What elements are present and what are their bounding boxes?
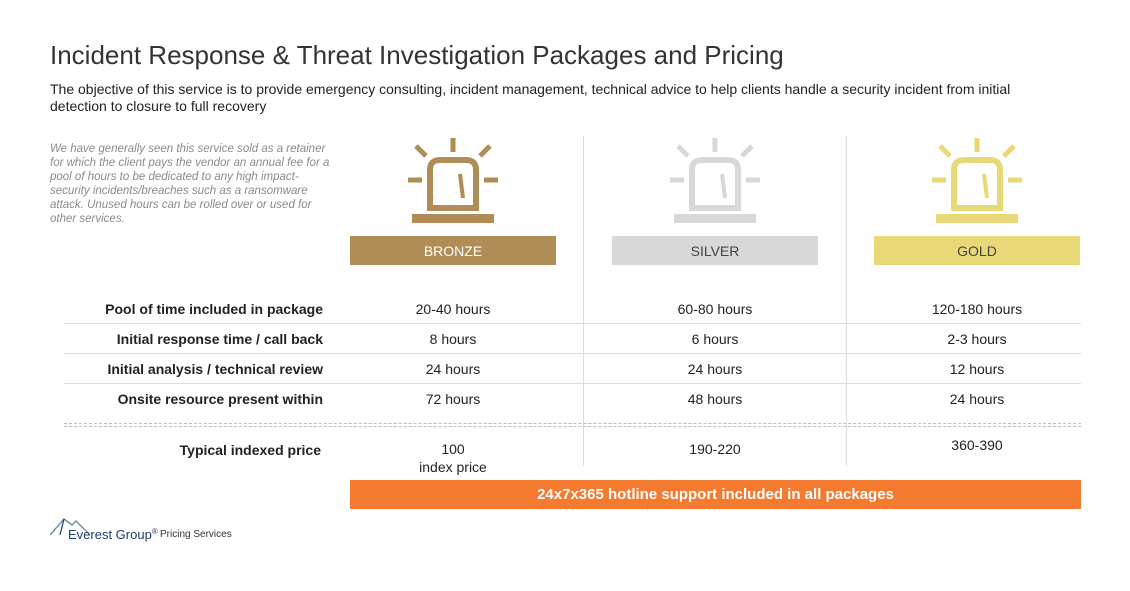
bronze-value: 20-40 hours bbox=[415, 301, 491, 317]
gold-value: 120-180 hours bbox=[931, 301, 1023, 317]
alarm-light-icon bbox=[670, 138, 760, 223]
tier-bronze-header: BRONZE bbox=[350, 236, 556, 265]
gold-value: 12 hours bbox=[949, 361, 1005, 377]
table-row: Pool of time included in package 20-40 h… bbox=[64, 293, 1081, 323]
row-divider bbox=[64, 353, 1081, 354]
row-divider bbox=[64, 383, 1081, 384]
page-title: Incident Response & Threat Investigation… bbox=[50, 40, 784, 70]
row-divider bbox=[64, 323, 1081, 324]
price-divider bbox=[64, 423, 1081, 427]
gold-value: 24 hours bbox=[949, 391, 1005, 407]
price-label: Typical indexed price bbox=[179, 442, 321, 458]
gold-price: 360-390 bbox=[951, 437, 1003, 453]
silver-value: 48 hours bbox=[687, 391, 743, 407]
table-row: Onsite resource present within 72 hours … bbox=[64, 383, 1081, 413]
silver-value: 60-80 hours bbox=[677, 301, 753, 317]
column-divider bbox=[583, 136, 584, 466]
silver-price: 190-220 bbox=[689, 441, 741, 457]
bronze-value: 24 hours bbox=[425, 361, 481, 377]
page-subtitle: The objective of this service is to prov… bbox=[50, 81, 1011, 114]
everest-logo-icon bbox=[50, 517, 90, 536]
bronze-price-unit: index price bbox=[419, 459, 487, 475]
side-note: We have generally seen this service sold… bbox=[50, 143, 330, 225]
hotline-banner: 24x7x365 hotline support included in all… bbox=[350, 480, 1081, 509]
row-label: Pool of time included in package bbox=[105, 301, 323, 317]
bronze-value: 72 hours bbox=[425, 391, 481, 407]
alarm-light-icon bbox=[932, 138, 1022, 223]
bronze-value: 8 hours bbox=[429, 331, 477, 347]
brand-name: Everest Group® bbox=[68, 527, 158, 542]
gold-value: 2-3 hours bbox=[947, 331, 1007, 347]
row-label: Initial analysis / technical review bbox=[107, 361, 323, 377]
table-row: Initial analysis / technical review 24 h… bbox=[64, 353, 1081, 383]
tier-silver-header: SILVER bbox=[612, 236, 818, 265]
silver-value: 6 hours bbox=[691, 331, 739, 347]
row-label: Onsite resource present within bbox=[117, 391, 323, 407]
bronze-price: 100 bbox=[441, 441, 465, 457]
row-label: Initial response time / call back bbox=[116, 331, 323, 347]
tier-gold-header: GOLD bbox=[874, 236, 1080, 265]
alarm-light-icon bbox=[408, 138, 498, 223]
table-row: Initial response time / call back 8 hour… bbox=[64, 323, 1081, 353]
column-divider bbox=[846, 136, 847, 466]
brand-service: Pricing Services bbox=[160, 529, 232, 540]
silver-value: 24 hours bbox=[687, 361, 743, 377]
